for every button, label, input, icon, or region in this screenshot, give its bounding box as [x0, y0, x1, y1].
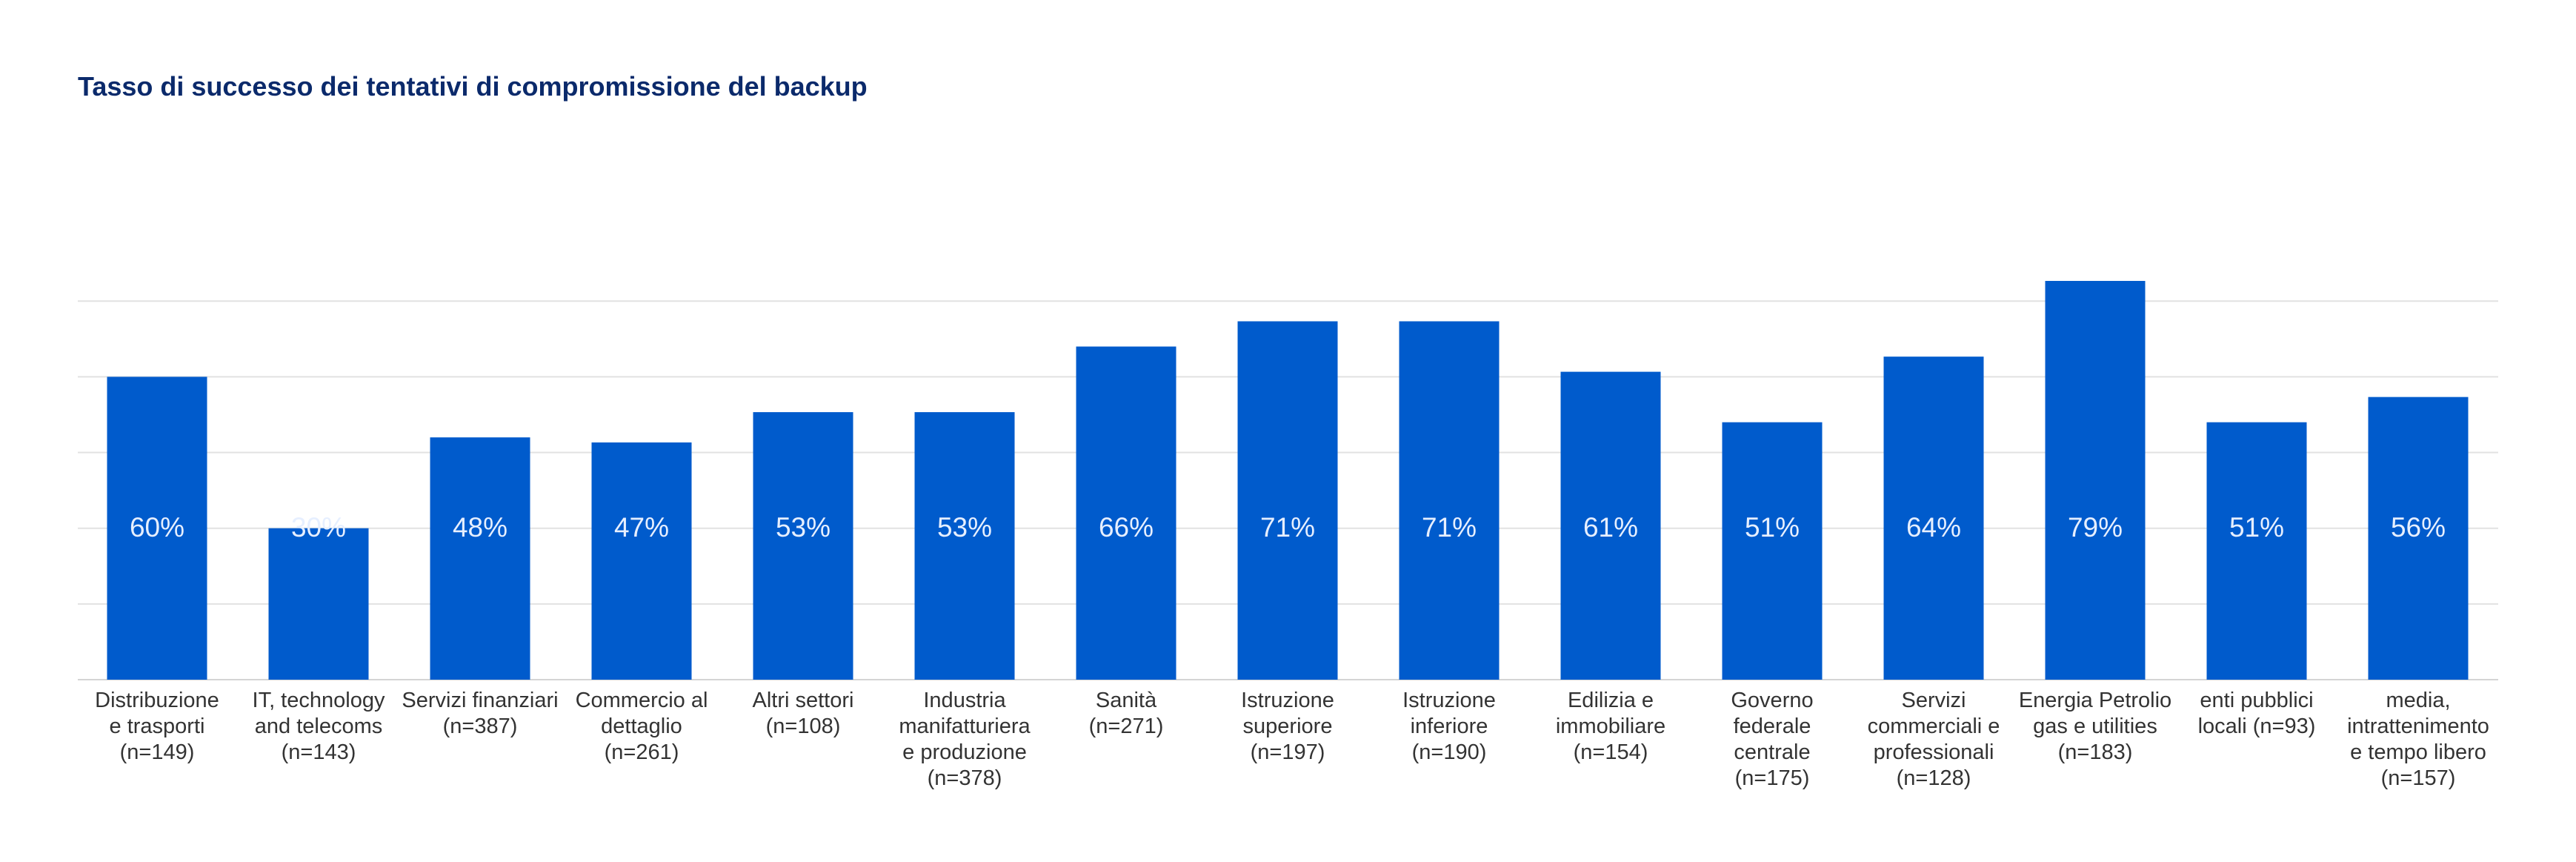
bar: [107, 377, 207, 680]
category-label-line: (n=128): [1897, 766, 1971, 790]
category-label-line: superiore: [1243, 715, 1333, 738]
category-label-line: (n=197): [1251, 740, 1325, 764]
category-label-line: e produzione: [902, 740, 1027, 764]
bars: [107, 281, 2469, 680]
bar: [1883, 357, 1984, 680]
bar: [268, 528, 369, 680]
category-label-line: Istruzione: [1402, 689, 1496, 712]
data-label: 53%: [937, 512, 992, 543]
bar: [1560, 371, 1661, 680]
bar: [914, 412, 1015, 680]
category-label-line: (n=108): [766, 715, 841, 738]
category-label-line: (n=190): [1412, 740, 1487, 764]
category-label-line: enti pubblici: [2200, 689, 2313, 712]
category-label-line: IT, technology: [253, 689, 385, 712]
bar: [2045, 281, 2146, 680]
data-labels: 60% 30% 48% 47% 53% 53% 66% 71% 71% 61% 51% 64% 79% 5…: [130, 512, 2446, 543]
category-label: media, intrattenimento e tempo libero (n=15…: [2347, 689, 2489, 790]
bar: [2368, 397, 2469, 680]
category-label: Industria manifatturiera e produzione (n=37…: [899, 689, 1031, 790]
category-label-line: Servizi: [1901, 689, 1966, 712]
category-label-line: Edilizia e: [1568, 689, 1654, 712]
category-label-line: (n=183): [2058, 740, 2133, 764]
category-label-line: Istruzione: [1241, 689, 1334, 712]
category-label-line: (n=143): [282, 740, 356, 764]
category-label-line: Governo: [1731, 689, 1813, 712]
data-label: 61%: [1583, 512, 1638, 543]
category-label: Edilizia e immobiliare (n=154): [1556, 689, 1665, 764]
bar: [591, 442, 692, 680]
category-label: Servizi commerciali e professionali (n=128): [1868, 689, 2000, 790]
category-label: IT, technology and telecoms (n=143): [253, 689, 385, 764]
chart-title: Tasso di successo dei tentativi di compr…: [78, 71, 868, 102]
data-label: 47%: [614, 512, 669, 543]
bar: [2206, 422, 2307, 680]
bar: [1237, 321, 1338, 680]
category-label-line: and telecoms: [255, 715, 383, 738]
data-label: 79%: [2068, 512, 2123, 543]
data-label: 71%: [1260, 512, 1315, 543]
category-label-line: Sanità: [1096, 689, 1157, 712]
data-label: 56%: [2391, 512, 2446, 543]
category-label-line: (n=149): [120, 740, 195, 764]
category-label-line: (n=157): [2381, 766, 2456, 790]
category-label-line: Altri settori: [753, 689, 854, 712]
category-label: Energia Petrolio gas e utilities (n=183): [2019, 689, 2171, 764]
category-label-line: locali (n=93): [2198, 715, 2316, 738]
category-label-line: Commercio al: [576, 689, 708, 712]
data-label: 51%: [1745, 512, 1800, 543]
bar: [1076, 346, 1176, 680]
category-label: enti pubblici locali (n=93): [2198, 689, 2316, 738]
category-label-line: Energia Petrolio: [2019, 689, 2171, 712]
category-label-line: commerciali e: [1868, 715, 2000, 738]
category-label-line: (n=261): [605, 740, 679, 764]
category-label-line: (n=378): [928, 766, 1002, 790]
category-label-line: (n=175): [1735, 766, 1810, 790]
category-label-line: (n=387): [443, 715, 518, 738]
category-label: Commercio al dettaglio (n=261): [576, 689, 708, 764]
category-label: Altri settori (n=108): [753, 689, 854, 738]
bar: [1399, 321, 1500, 680]
category-label-line: (n=271): [1089, 715, 1164, 738]
data-label: 71%: [1422, 512, 1477, 543]
category-label-line: inferiore: [1411, 715, 1488, 738]
category-label: Sanità (n=271): [1089, 689, 1164, 738]
category-label-line: intrattenimento: [2347, 715, 2489, 738]
category-label-line: manifatturiera: [899, 715, 1031, 738]
category-labels: Distribuzione e trasporti (n=149) IT, techn…: [95, 689, 2489, 790]
data-label: 64%: [1906, 512, 1961, 543]
category-label-line: Industria: [923, 689, 1006, 712]
category-label-line: dettaglio: [601, 715, 682, 738]
category-label-line: Servizi finanziari: [402, 689, 558, 712]
category-label-line: media,: [2386, 689, 2450, 712]
category-label: Governo federale centrale (n=175): [1731, 689, 1813, 790]
category-label-line: e trasporti: [110, 715, 205, 738]
data-label: 51%: [2229, 512, 2284, 543]
bar: [430, 437, 530, 680]
category-label-line: immobiliare: [1556, 715, 1665, 738]
category-label-line: (n=154): [1574, 740, 1648, 764]
data-label: 48%: [453, 512, 507, 543]
bar: [1722, 422, 1823, 680]
data-label: 60%: [130, 512, 184, 543]
data-label: 30%: [291, 512, 346, 543]
data-label: 53%: [776, 512, 831, 543]
category-label-line: e tempo libero: [2350, 740, 2486, 764]
category-label: Istruzione superiore (n=197): [1241, 689, 1334, 764]
category-label-line: Distribuzione: [95, 689, 219, 712]
category-label-line: federale: [1734, 715, 1811, 738]
category-label: Istruzione inferiore (n=190): [1402, 689, 1496, 764]
bar: [753, 412, 853, 680]
category-label-line: gas e utilities: [2033, 715, 2157, 738]
data-label: 66%: [1099, 512, 1154, 543]
category-label-line: professionali: [1874, 740, 1994, 764]
category-label: Servizi finanziari (n=387): [402, 689, 558, 738]
category-label: Distribuzione e trasporti (n=149): [95, 689, 219, 764]
category-label-line: centrale: [1734, 740, 1810, 764]
